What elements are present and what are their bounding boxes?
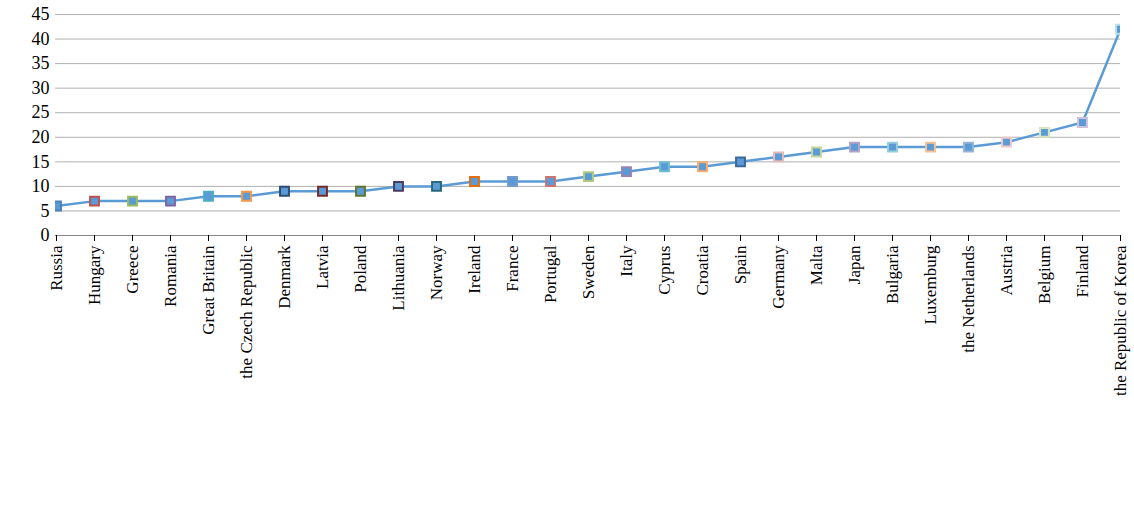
svg-text:Latvia: Latvia [313,245,332,289]
svg-text:Denmark: Denmark [275,245,294,309]
svg-text:Greece: Greece [123,246,142,294]
svg-text:the Czech Republic: the Czech Republic [237,245,256,379]
svg-text:30: 30 [32,78,50,98]
svg-text:20: 20 [32,127,50,147]
svg-text:Italy: Italy [617,245,636,277]
svg-text:40: 40 [32,29,50,49]
svg-text:Japan: Japan [845,245,864,284]
svg-text:Spain: Spain [731,245,750,284]
svg-text:France: France [503,246,522,292]
svg-text:Bulgaria: Bulgaria [883,245,902,304]
svg-text:Croatia: Croatia [693,245,712,295]
svg-text:5: 5 [41,201,50,221]
svg-text:Finland: Finland [1073,245,1092,297]
svg-text:Malta: Malta [807,245,826,285]
svg-text:45: 45 [32,4,50,24]
svg-text:Norway: Norway [427,245,446,300]
svg-text:Cyprus: Cyprus [655,246,674,295]
svg-text:Hungary: Hungary [85,245,104,305]
svg-text:Belgium: Belgium [1035,246,1054,305]
svg-text:0: 0 [41,225,50,245]
svg-text:Germany: Germany [769,245,788,309]
svg-text:25: 25 [32,102,50,122]
svg-text:the Republic of Korea: the Republic of Korea [1111,245,1130,396]
svg-text:Portugal: Portugal [541,245,560,303]
svg-text:35: 35 [32,53,50,73]
svg-text:Romania: Romania [161,245,180,307]
svg-text:15: 15 [32,152,50,172]
svg-text:10: 10 [32,176,50,196]
svg-text:Great Britain: Great Britain [199,245,218,335]
svg-text:the Netherlands: the Netherlands [959,246,978,353]
svg-text:Ireland: Ireland [465,245,484,294]
svg-text:Luxemburg: Luxemburg [921,245,940,325]
svg-text:Poland: Poland [351,245,370,293]
svg-text:Russia: Russia [47,245,66,291]
svg-text:Lithuania: Lithuania [389,245,408,311]
svg-text:Austria: Austria [997,245,1016,296]
svg-text:Sweden: Sweden [579,245,598,299]
